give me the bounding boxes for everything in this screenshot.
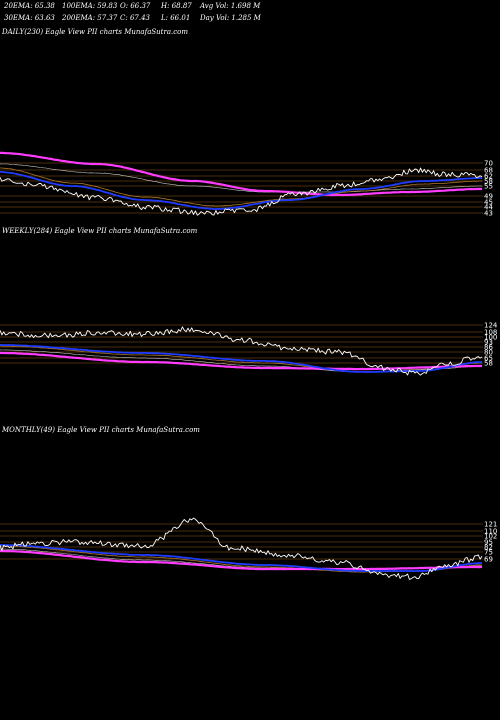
- tick-label: 100: [484, 334, 497, 342]
- tick-label: 49: [484, 193, 493, 201]
- ema-100-line: [0, 163, 483, 193]
- tick-label: 58: [484, 360, 493, 368]
- header-close: C: 67.43: [120, 14, 150, 22]
- tick-label: 80: [484, 349, 493, 357]
- ema-30-line: [0, 167, 482, 207]
- tick-label: 43: [484, 210, 493, 218]
- price-line: [0, 326, 483, 376]
- tick-label: 75: [484, 549, 493, 557]
- tick-label: 102: [484, 533, 497, 541]
- ema-200-line: [0, 549, 483, 571]
- tick-label: 86: [484, 344, 493, 352]
- tick-label: 82: [484, 544, 493, 552]
- tick-label: 108: [484, 329, 497, 337]
- tick-label: 70: [484, 160, 493, 168]
- panel-title-monthly: MONTHLY(49) Eagle View PII charts Munafa…: [2, 426, 200, 434]
- ema-20-line: [0, 544, 483, 572]
- header-low: L: 66.01: [161, 14, 191, 22]
- header-ema100: 100EMA: 59.83: [62, 2, 118, 10]
- price-line: [0, 517, 483, 580]
- tick-label: 45: [484, 199, 493, 207]
- header-day-vol: Day Vol: 1.285 M: [200, 14, 261, 22]
- tick-label: 58: [484, 178, 493, 186]
- header-ema20: 20EMA: 65.38: [4, 2, 55, 10]
- tick-label: 121: [484, 521, 497, 529]
- ema-200-line: [0, 151, 483, 197]
- tick-label: 124: [484, 322, 498, 330]
- header-open: O: 66.37: [120, 2, 151, 10]
- panel-title-weekly: WEEKLY(284) Eagle View PII charts Munafa…: [2, 227, 198, 235]
- ema-20-line: [0, 171, 483, 211]
- tick-label: 69: [484, 556, 493, 564]
- header-high: H: 68.87: [161, 2, 192, 10]
- panel-title-daily: DAILY(230) Eagle View PII charts MunafaS…: [2, 28, 189, 36]
- tick-label: 65: [484, 355, 493, 363]
- header-ema200: 200EMA: 57.37: [62, 14, 118, 22]
- tick-label: 93: [484, 339, 493, 347]
- tick-label: 110: [484, 528, 497, 536]
- tick-label: 68: [484, 167, 493, 175]
- header-ema30: 30EMA: 63.63: [4, 14, 55, 22]
- ema-200-line: [0, 351, 483, 371]
- header-avg-vol: Avg Vol: 1.698 M: [200, 2, 261, 10]
- tick-label: 62: [484, 173, 493, 181]
- tick-label: 55: [484, 183, 493, 191]
- tick-label: 44: [484, 204, 493, 212]
- tick-label: 95: [484, 539, 493, 547]
- price-line: [0, 167, 483, 216]
